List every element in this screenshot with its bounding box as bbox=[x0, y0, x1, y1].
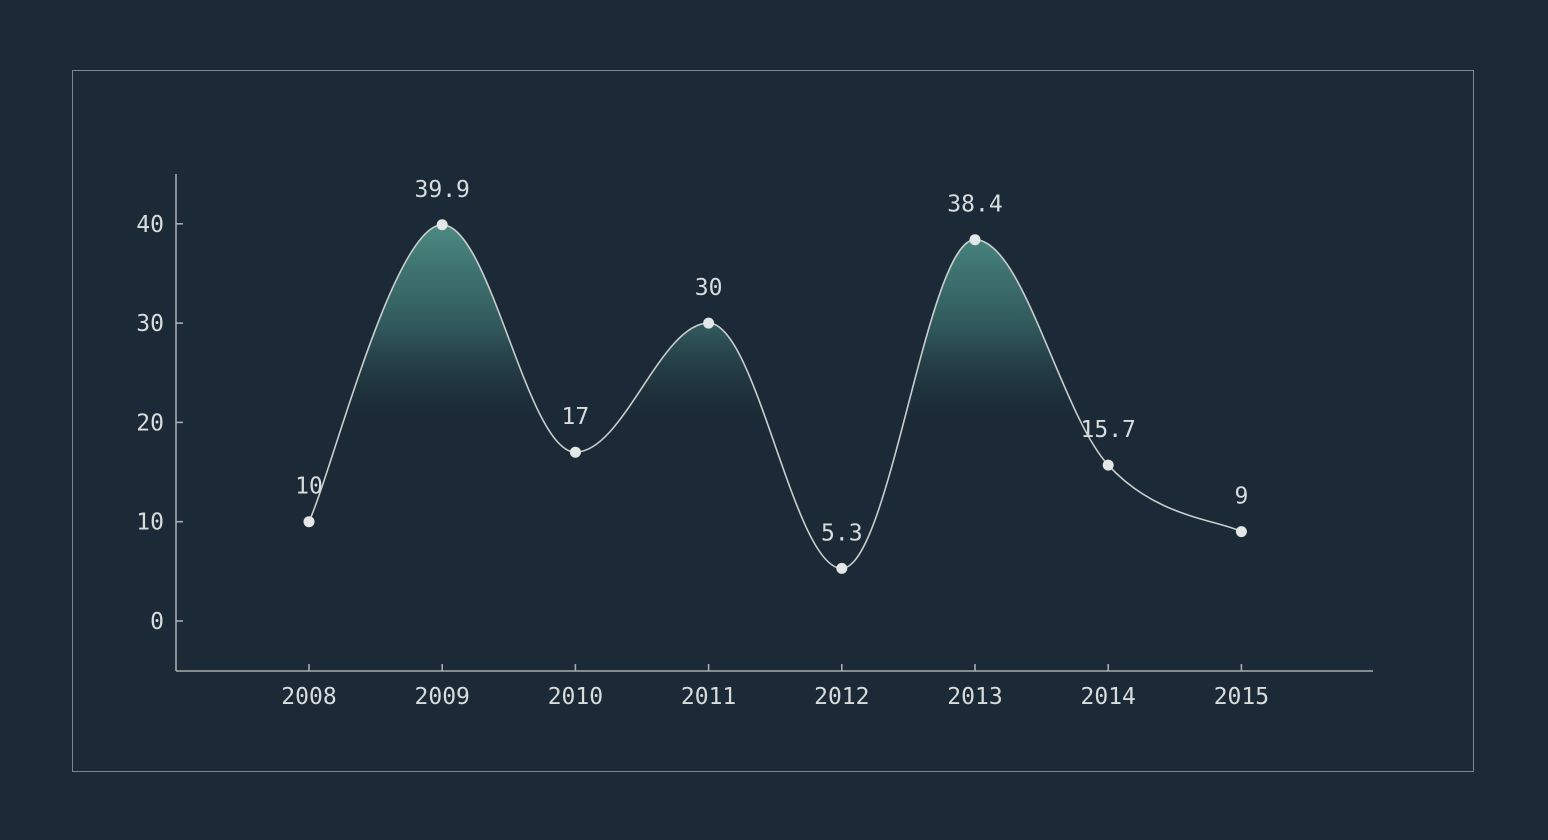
y-tick-label: 0 bbox=[150, 609, 164, 635]
data-point bbox=[436, 219, 448, 231]
axes: 0 10 20 30 40 2008 2009 2010 2011 2012 2013 2014 201… bbox=[136, 174, 1373, 710]
x-tick-label: 2008 bbox=[281, 684, 336, 710]
data-point bbox=[569, 446, 581, 458]
x-tick-label: 2010 bbox=[548, 684, 603, 710]
data-point bbox=[703, 317, 715, 329]
x-tick-label: 2009 bbox=[415, 684, 470, 710]
data-point bbox=[1235, 526, 1247, 538]
y-tick-label: 40 bbox=[136, 212, 164, 238]
x-tick-label: 2012 bbox=[814, 684, 869, 710]
y-tick-label: 20 bbox=[136, 410, 164, 436]
x-tick-label: 2015 bbox=[1214, 684, 1269, 710]
data-label: 15.7 bbox=[1081, 417, 1136, 443]
x-tick-label: 2014 bbox=[1081, 684, 1136, 710]
y-tick-label: 30 bbox=[136, 311, 164, 337]
data-labels: 10 39.9 17 30 5.3 38.4 15.7 9 bbox=[295, 177, 1248, 547]
data-label: 30 bbox=[695, 275, 723, 301]
x-tick-label: 2011 bbox=[681, 684, 736, 710]
data-label: 5.3 bbox=[821, 520, 863, 546]
data-point bbox=[303, 516, 315, 528]
data-label: 9 bbox=[1234, 484, 1248, 510]
series-line-group bbox=[308, 223, 1242, 570]
data-label: 38.4 bbox=[947, 192, 1002, 218]
chart-frame: 0 10 20 30 40 2008 2009 2010 2011 2012 2013 2014 201… bbox=[72, 70, 1474, 772]
data-point bbox=[969, 234, 981, 246]
data-point bbox=[836, 562, 848, 574]
series-line bbox=[308, 223, 1242, 570]
data-points bbox=[303, 219, 1247, 574]
data-label: 17 bbox=[562, 404, 590, 430]
x-tick-label: 2013 bbox=[947, 684, 1002, 710]
data-label: 39.9 bbox=[415, 177, 470, 203]
y-tick-label: 10 bbox=[136, 510, 164, 536]
line-chart: 0 10 20 30 40 2008 2009 2010 2011 2012 2013 2014 201… bbox=[136, 174, 1373, 710]
data-point bbox=[1102, 459, 1114, 471]
data-label: 10 bbox=[295, 474, 323, 500]
